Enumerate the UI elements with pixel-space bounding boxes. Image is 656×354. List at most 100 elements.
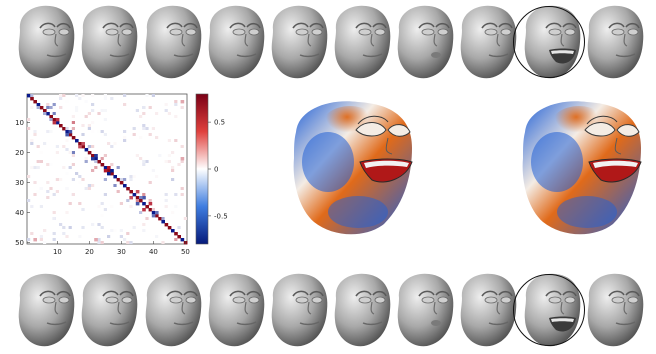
- heatmap-cell-diagonal: [81, 145, 85, 149]
- heatmap-cell: [100, 202, 104, 205]
- heatmap-cell: [75, 94, 79, 97]
- heatmap-cell: [113, 229, 117, 232]
- grey-face-mesh-icon: [587, 5, 644, 79]
- heatmap-cell: [103, 193, 107, 196]
- heatmap-cell: [84, 160, 88, 163]
- colorbar-tick-label: -0.5: [214, 212, 228, 220]
- heatmap-cell: [132, 133, 136, 136]
- heatmap-cell: [103, 94, 107, 97]
- heatmap-cell: [27, 118, 31, 121]
- heatmap-cell: [91, 121, 95, 124]
- heatmap-cell: [75, 109, 79, 112]
- heatmap-cell-diagonal: [167, 226, 172, 230]
- heatmap-cell: [110, 163, 114, 166]
- heatmap-cell: [59, 178, 63, 181]
- heatmap-cell-notable: [142, 196, 146, 200]
- heatmap-cell: [148, 199, 152, 202]
- heatmap-cell-notable: [94, 154, 98, 158]
- heatmap-cell: [68, 151, 72, 154]
- heatmap-cell: [155, 112, 159, 115]
- heatmap-cell: [110, 145, 114, 148]
- heatmap-cell: [97, 112, 101, 115]
- colored-face-left: [288, 92, 428, 242]
- heatmap-cell: [158, 154, 162, 157]
- heatmap-cell-notable: [65, 133, 69, 137]
- heatmap-cell-notable: [148, 202, 153, 206]
- grey-face-mesh-icon: [81, 5, 138, 79]
- heatmap-cell-notable: [155, 211, 159, 215]
- heatmap-cell-diagonal: [155, 214, 159, 218]
- heatmap-cell: [46, 106, 50, 109]
- grey-face-mesh-icon: [145, 273, 202, 347]
- heatmap-cell: [180, 106, 184, 109]
- heatmap-cell-diagonal: [59, 124, 63, 128]
- heatmap-cell: [135, 199, 139, 202]
- correlation-matrix: 10 20 30 40 50 10 20 30 40 50 0.5 0 -0.5: [0, 84, 240, 264]
- heatmap-cell: [68, 166, 72, 169]
- heatmap-cell: [75, 106, 79, 109]
- heatmap-cell: [46, 190, 50, 193]
- heatmap-cell: [119, 202, 123, 205]
- heatmap-cell-diagonal: [97, 160, 101, 164]
- heatmap-cell: [142, 124, 146, 127]
- y-tick-label: 30: [15, 179, 24, 187]
- heatmap-cell: [84, 115, 88, 118]
- heatmap-cell: [62, 232, 66, 235]
- heatmap-cell: [180, 160, 184, 163]
- heatmap-cell-diagonal: [158, 217, 162, 221]
- heatmap-cell: [27, 199, 31, 202]
- heatmap-cell: [167, 154, 171, 157]
- face-thumbnail-6: [326, 0, 398, 86]
- heatmap-cell: [65, 127, 69, 130]
- heatmap-cell: [161, 217, 165, 220]
- heatmap-cell: [142, 223, 146, 226]
- heatmap-cell: [180, 187, 184, 190]
- heatmap-cell-diagonal: [55, 121, 60, 125]
- heatmap-cell: [36, 160, 40, 163]
- heatmap-cell: [81, 178, 85, 181]
- heatmap-cell: [103, 154, 107, 157]
- heatmap-cell: [39, 160, 43, 163]
- heatmap-cell-notable: [129, 196, 133, 200]
- heatmap-cell: [81, 226, 85, 229]
- heatmap-cell: [155, 175, 159, 178]
- heatmap-cell: [132, 226, 136, 229]
- heatmap-cell-notable: [107, 166, 111, 170]
- heatmap-cell: [46, 163, 50, 166]
- colorbar: [195, 93, 209, 245]
- heatmap-cell: [126, 199, 130, 202]
- heatmap-cell: [155, 136, 159, 139]
- heatmap-cell: [139, 157, 143, 160]
- grey-face-mesh-icon: [334, 5, 391, 79]
- heatmap-cell-notable: [91, 157, 95, 161]
- heatmap-cell-diagonal: [161, 220, 165, 224]
- heatmap-cell: [142, 112, 146, 115]
- heatmap-cell: [100, 226, 104, 229]
- colored-face-mesh-icon: [522, 101, 642, 235]
- heatmap-cell-notable: [33, 238, 37, 242]
- heatmap-cell-diagonal: [52, 118, 57, 122]
- heatmap-cell: [135, 109, 139, 112]
- heatmap-cell: [71, 121, 75, 124]
- face-thumbnail-3: [137, 0, 209, 86]
- heatmap-cell: [103, 109, 107, 112]
- heatmap-cell-diagonal: [62, 127, 66, 131]
- heatmap-cell: [103, 178, 107, 181]
- face-thumbnail-2: [73, 268, 145, 354]
- heatmap-cell: [65, 100, 69, 103]
- heatmap-cell-diagonal: [84, 148, 89, 152]
- heatmap-cell: [78, 175, 82, 178]
- grey-face-mesh-icon: [208, 273, 265, 347]
- heatmap-cell: [145, 217, 149, 220]
- heatmap-cell: [139, 196, 143, 199]
- heatmap-cell-diagonal: [180, 238, 185, 242]
- heatmap-cell: [43, 112, 47, 115]
- heatmap-cell: [174, 103, 178, 106]
- heatmap-cell-diagonal: [135, 196, 140, 200]
- heatmap-cell: [119, 229, 123, 232]
- heatmap-cell-diagonal: [171, 229, 175, 233]
- heatmap-cell: [129, 178, 133, 181]
- face-thumbnail-1: [10, 268, 82, 354]
- heatmap-cell-notable: [68, 130, 73, 134]
- heatmap-cell: [164, 160, 168, 163]
